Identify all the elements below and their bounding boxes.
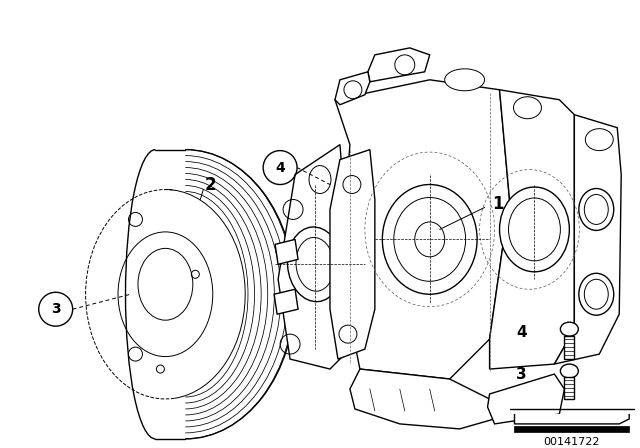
- Polygon shape: [515, 426, 629, 432]
- Text: 3: 3: [51, 302, 61, 316]
- Text: 00141722: 00141722: [543, 437, 600, 447]
- Ellipse shape: [287, 227, 342, 302]
- Ellipse shape: [513, 97, 541, 119]
- Text: 4: 4: [516, 325, 527, 340]
- Ellipse shape: [561, 364, 579, 378]
- Polygon shape: [275, 239, 298, 264]
- Polygon shape: [490, 90, 574, 369]
- Polygon shape: [515, 414, 629, 424]
- Polygon shape: [335, 80, 509, 379]
- Ellipse shape: [579, 273, 614, 315]
- Text: 1: 1: [492, 195, 503, 214]
- Polygon shape: [564, 377, 574, 399]
- Ellipse shape: [445, 69, 484, 91]
- Ellipse shape: [309, 166, 331, 194]
- Ellipse shape: [579, 189, 614, 230]
- Ellipse shape: [382, 185, 477, 294]
- Polygon shape: [350, 369, 495, 429]
- Polygon shape: [330, 150, 375, 359]
- Polygon shape: [278, 145, 360, 369]
- Text: 3: 3: [516, 366, 527, 382]
- Polygon shape: [368, 48, 429, 82]
- Polygon shape: [554, 115, 621, 364]
- Text: 4: 4: [275, 160, 285, 175]
- Ellipse shape: [586, 129, 613, 151]
- Ellipse shape: [500, 187, 570, 272]
- Polygon shape: [335, 72, 370, 105]
- Text: 2: 2: [204, 176, 216, 194]
- Polygon shape: [488, 374, 564, 424]
- Polygon shape: [274, 289, 298, 314]
- Polygon shape: [564, 336, 574, 359]
- Polygon shape: [338, 185, 365, 215]
- Ellipse shape: [561, 322, 579, 336]
